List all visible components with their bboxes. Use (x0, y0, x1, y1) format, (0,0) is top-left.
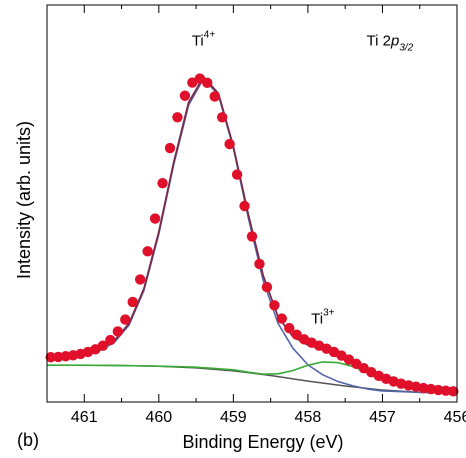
data-point (269, 300, 280, 311)
data-point (276, 313, 288, 324)
data-point (239, 200, 250, 212)
annotations: Ti4+ Ti3+ Ti 2p3/2 (192, 29, 414, 327)
data-point (254, 258, 265, 270)
x-tick-label: 456 (444, 409, 466, 426)
data-point (120, 314, 131, 325)
data-point (52, 351, 64, 363)
data-point (284, 322, 295, 334)
data-point (164, 142, 176, 154)
x-tick-label: 458 (295, 409, 322, 426)
data-point (448, 386, 459, 397)
x-axis-ticks: 461 460 459 458 457 456 (46, 5, 466, 426)
data-point (149, 213, 161, 224)
data-point (45, 352, 56, 363)
data-point (97, 340, 109, 351)
panel-label: (b) (17, 430, 39, 450)
data-point (216, 112, 228, 123)
annotation-2: Ti 2p3/2 (367, 32, 414, 53)
data-point (231, 169, 243, 180)
data-point (440, 385, 452, 396)
data-point (209, 91, 220, 102)
data-point (134, 274, 146, 285)
data-point (246, 231, 258, 242)
data-point (291, 329, 302, 340)
data-point (127, 296, 138, 308)
data-point (202, 77, 213, 89)
annotation-1: Ti3+ (311, 308, 335, 328)
y-axis-label: Intensity (arb. units) (14, 121, 34, 279)
data-point (224, 138, 235, 150)
data-point (157, 177, 168, 189)
x-axis-label: Binding Energy (eV) (182, 432, 343, 452)
data-point (142, 246, 153, 257)
data-point (105, 334, 116, 346)
data-points (45, 73, 459, 397)
data-point (112, 326, 124, 337)
data-point (261, 281, 273, 293)
data-point (433, 384, 444, 396)
data-point (172, 112, 183, 123)
annotation-0: Ti4+ (192, 29, 216, 49)
plot-frame (46, 4, 458, 403)
x-tick-label: 457 (369, 409, 396, 426)
data-point (179, 90, 191, 101)
x-tick-label: 460 (145, 409, 172, 426)
x-tick-label: 459 (220, 409, 247, 426)
x-tick-label: 461 (71, 409, 98, 426)
